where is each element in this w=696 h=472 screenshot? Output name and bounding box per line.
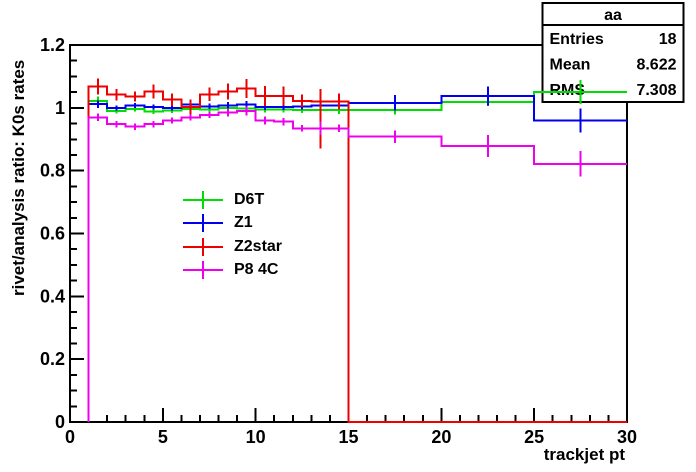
x-tick-label: 15: [338, 427, 358, 447]
stats-row-label: RMS: [550, 82, 586, 99]
stats-title: aa: [604, 7, 622, 24]
legend-marker-tick-icon: [202, 214, 204, 233]
legend-marker-tick-icon: [202, 261, 204, 280]
legend-marker-tick-icon: [202, 237, 204, 256]
x-axis-title: trackjet pt: [544, 445, 626, 464]
legend-label: D6T: [234, 190, 265, 208]
x-tick-label: 0: [65, 427, 75, 447]
legend-marker-icon: [183, 214, 223, 233]
legend-entry-d6t: D6T: [183, 188, 282, 212]
stats-row-value: 7.308: [636, 82, 676, 99]
series-step-line: [87, 94, 627, 422]
legend-marker-icon: [183, 261, 223, 280]
legend-label: P8 4C: [234, 261, 279, 279]
series-step-line: [87, 109, 627, 422]
y-tick-label: 1.2: [40, 35, 65, 55]
x-tick-label: 5: [158, 427, 168, 447]
legend-entry-z2star: Z2star: [183, 235, 282, 259]
legend-marker-icon: [183, 237, 223, 256]
x-tick-label: 20: [431, 427, 451, 447]
stats-row-value: 8.622: [636, 57, 676, 74]
y-axis-title: rivet/analysis ratio: K0s rates: [9, 60, 28, 296]
y-tick-label: 0.6: [40, 224, 65, 244]
y-tick-label: 0.2: [40, 349, 65, 369]
series-layer: [87, 78, 627, 423]
stats-row-label: Mean: [550, 57, 591, 74]
y-tick-label: 0.4: [40, 286, 65, 306]
stats-box-frame: [541, 2, 685, 103]
y-tick-label: 0: [55, 412, 65, 432]
series-z2star: [87, 78, 627, 423]
stats-row-value: 18: [659, 31, 677, 48]
stats-row-label: Entries: [550, 31, 604, 48]
legend: D6T Z1 Z2star P8 4C: [183, 188, 282, 282]
legend-entry-z1: Z1: [183, 212, 282, 236]
y-tick-label: 0.8: [40, 161, 65, 181]
x-tick-label: 10: [246, 427, 266, 447]
legend-marker-icon: [183, 190, 223, 209]
x-tick-label: 25: [524, 427, 544, 447]
legend-label: Z2star: [234, 237, 283, 255]
legend-label: Z1: [234, 214, 253, 232]
series-d6t: [87, 80, 627, 422]
series-p8-4c: [87, 106, 627, 422]
legend-marker-tick-icon: [202, 190, 204, 209]
series-step-line: [87, 85, 627, 423]
legend-entry-p8-4c: P8 4C: [183, 259, 282, 283]
x-tick-label: 30: [617, 427, 637, 447]
y-tick-label: 1: [55, 98, 65, 118]
axes-layer: 0 5 10 15 20 25 30 0 0.2 0.4 0.6 0.8 1 1.2 trackjet pt…: [9, 35, 637, 464]
series-step-line: [87, 91, 627, 422]
